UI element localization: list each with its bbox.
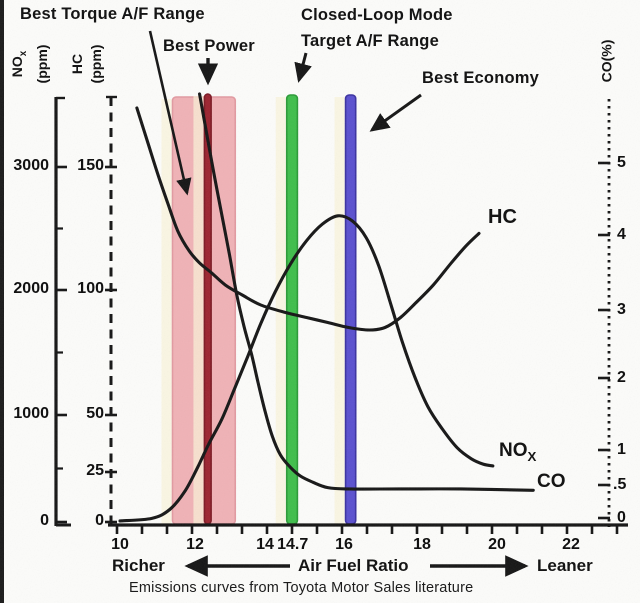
nox-tick-label-0: 0: [40, 512, 49, 529]
closed-loop-label: Closed-Loop Mode Target A/F Range: [301, 2, 453, 54]
hc-axis-title-name: HC: [69, 53, 85, 75]
nox-axis-title: NOx (ppm): [8, 45, 52, 84]
hc-axis-title-unit: (ppm): [88, 44, 104, 84]
closed-loop-label-line2: Target A/F Range: [301, 32, 439, 50]
nox-curve-label: NOX: [499, 440, 537, 464]
hc-axis-title: HC (ppm): [68, 45, 106, 84]
best-torque-label: Best Torque A/F Range: [20, 5, 205, 23]
co-tick-label-1: 1: [617, 441, 626, 458]
x-tick-label-18: 18: [413, 536, 431, 553]
x-tick-label-10: 10: [111, 536, 129, 553]
nox-tick-label-3000: 3000: [13, 157, 49, 174]
hc-curve-label: HC: [488, 206, 517, 228]
hc-tick-label-100: 100: [77, 280, 104, 297]
best-power-label: Best Power: [163, 37, 255, 55]
closed-loop-label-line1: Closed-Loop Mode: [301, 6, 453, 24]
co-tick-label-3: 3: [617, 301, 626, 318]
richer-label: Richer: [112, 556, 165, 575]
hc-tick-label-0: 0: [95, 512, 104, 529]
x-tick-label-20: 20: [488, 536, 506, 553]
co-tick-label-4: 4: [617, 226, 626, 243]
co-axis-title: CO(%): [598, 39, 615, 83]
nox-tick-label-1000: 1000: [13, 405, 49, 422]
x-tick-label-14.7: 14.7: [277, 536, 309, 553]
leaner-label: Leaner: [537, 556, 593, 575]
x-axis-title: Air Fuel Ratio: [298, 556, 409, 575]
co-tick-label-5: 5: [617, 154, 626, 171]
co-tick-label-.5: .5: [613, 476, 627, 493]
co-tick-label-0: 0: [617, 509, 626, 526]
hc-tick-label-150: 150: [77, 157, 104, 174]
x-tick-label-16: 16: [335, 536, 353, 553]
co-tick-label-2: 2: [617, 369, 626, 386]
x-tick-label-14: 14: [256, 536, 274, 553]
figure-caption: Emissions curves from Toyota Motor Sales…: [129, 580, 474, 596]
nox-tick-label-2000: 2000: [13, 280, 49, 297]
nox-axis-title-unit: (ppm): [33, 44, 50, 84]
x-tick-label-12: 12: [186, 536, 204, 553]
nox-axis-title-name: NOx: [9, 50, 29, 78]
hc-tick-label-50: 50: [86, 405, 104, 422]
co-curve-label: CO: [537, 471, 566, 492]
x-tick-label-22: 22: [562, 536, 580, 553]
hc-tick-label-25: 25: [86, 462, 104, 479]
best-economy-label: Best Economy: [422, 69, 540, 87]
